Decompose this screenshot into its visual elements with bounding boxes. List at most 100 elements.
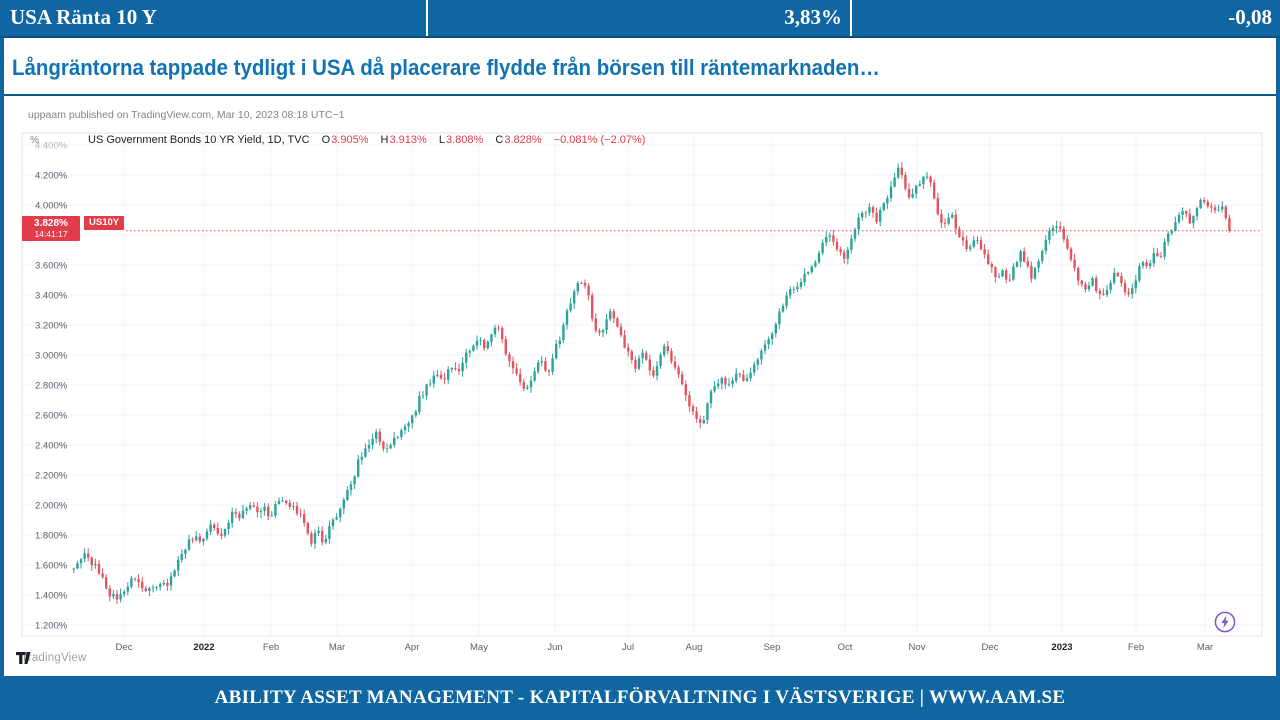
candle-body <box>839 249 842 253</box>
boost-button[interactable] <box>1213 610 1237 634</box>
candle-body <box>969 246 972 249</box>
candle-body <box>137 579 140 583</box>
candle-body <box>807 272 810 274</box>
candle-body <box>202 538 205 542</box>
candle-body <box>1001 270 1004 277</box>
legend-high-value: 3.913% <box>389 134 427 146</box>
x-tick-label: Aug <box>686 642 703 653</box>
candle-body <box>425 384 428 396</box>
chart-legend[interactable]: US Government Bonds 10 YR Yield, 1D, TVC… <box>88 134 645 146</box>
candle-body <box>1170 230 1173 234</box>
candle-body <box>123 591 126 595</box>
candle-body <box>259 510 263 513</box>
candle-body <box>87 553 90 558</box>
candle-body <box>1030 266 1033 279</box>
candle-body <box>295 506 299 514</box>
x-tick-label: Mar <box>1197 642 1213 653</box>
legend-open-value: 3.905% <box>331 134 369 146</box>
candle-body <box>281 500 284 502</box>
legend-symbol: US Government Bonds 10 YR Yield, 1D, TVC <box>88 134 310 146</box>
candle-body <box>544 361 547 371</box>
candle-body <box>727 383 731 385</box>
candle-body <box>767 339 770 345</box>
candle-body <box>1080 280 1083 285</box>
candle-body <box>493 327 497 335</box>
price-scale-unit[interactable]: % <box>30 135 39 146</box>
candle-body <box>180 553 183 560</box>
candle-body <box>90 557 93 566</box>
candle-body <box>1026 261 1029 267</box>
y-tick-label: 3.000% <box>35 351 68 362</box>
candle-body <box>562 324 565 341</box>
candle-body <box>598 330 601 333</box>
candle-body <box>267 506 270 517</box>
y-tick-label: 4.200% <box>35 171 68 182</box>
last-price-value: 3.828% <box>34 218 68 229</box>
candle-body <box>1206 201 1209 207</box>
candle-body <box>976 240 979 241</box>
candle-body <box>1138 266 1141 281</box>
candle-body <box>508 354 511 362</box>
candle-body <box>511 361 515 369</box>
candle-body <box>270 515 273 517</box>
candle-body <box>1005 270 1008 280</box>
candle-body <box>522 382 525 389</box>
candle-body <box>720 378 723 384</box>
candle-body <box>533 371 536 381</box>
candle-body <box>177 559 180 571</box>
plot-frame <box>21 132 1263 637</box>
candle-body <box>173 570 176 577</box>
candle-body <box>479 339 482 341</box>
candle-body <box>501 327 504 340</box>
candle-body <box>443 378 446 380</box>
tradingview-logo[interactable]: TradingView <box>16 652 86 664</box>
candle-body <box>1059 226 1062 229</box>
candle-body <box>465 352 468 363</box>
candle-body <box>241 510 245 519</box>
candle-body <box>115 594 119 600</box>
candle-body <box>961 237 965 241</box>
left-border <box>0 38 4 676</box>
x-tick-label: Dec <box>116 642 133 653</box>
candle-body <box>335 517 338 520</box>
candle-body <box>432 375 435 384</box>
candle-body <box>105 577 108 589</box>
candle-body <box>868 207 871 213</box>
x-tick-label: Feb <box>263 642 279 653</box>
candle-body <box>886 198 889 204</box>
candle-body <box>1123 283 1127 293</box>
candle-body <box>166 583 169 586</box>
candlestick-chart[interactable]: 1.200% 1.400% 1.600% 1.800% 2.000% 2.200% 2.40… <box>8 104 1272 672</box>
candle-body <box>306 522 309 534</box>
candle-body <box>803 273 806 282</box>
countdown-timer: 14:41:17 <box>34 229 68 239</box>
candle-body <box>670 351 673 362</box>
candle-body <box>436 374 439 376</box>
candle-body <box>861 213 864 218</box>
candle-body <box>540 361 543 363</box>
candle-body <box>220 533 223 536</box>
candle-body <box>310 533 313 544</box>
candle-body <box>713 386 716 392</box>
candle-body <box>558 340 561 344</box>
candle-body <box>954 214 957 229</box>
candle-body <box>1051 227 1055 231</box>
candle-body <box>997 276 1001 278</box>
candle-body <box>655 365 659 376</box>
candle-body <box>904 174 907 189</box>
x-tick-label: May <box>470 642 488 653</box>
candle-body <box>144 588 147 591</box>
candle-body <box>681 374 684 385</box>
candle-body <box>691 406 695 412</box>
candle-body <box>447 369 450 380</box>
candle-body <box>547 370 551 372</box>
candle-body <box>321 530 324 543</box>
candle-body <box>454 368 457 369</box>
candle-body <box>324 538 327 543</box>
candle-body <box>897 167 900 178</box>
candle-body <box>1044 239 1047 251</box>
subtitle-text: Långräntorna tappade tydligt i USA då pl… <box>12 55 880 80</box>
candle-body <box>951 214 954 218</box>
candle-body <box>702 419 705 423</box>
candle-body <box>303 513 306 523</box>
